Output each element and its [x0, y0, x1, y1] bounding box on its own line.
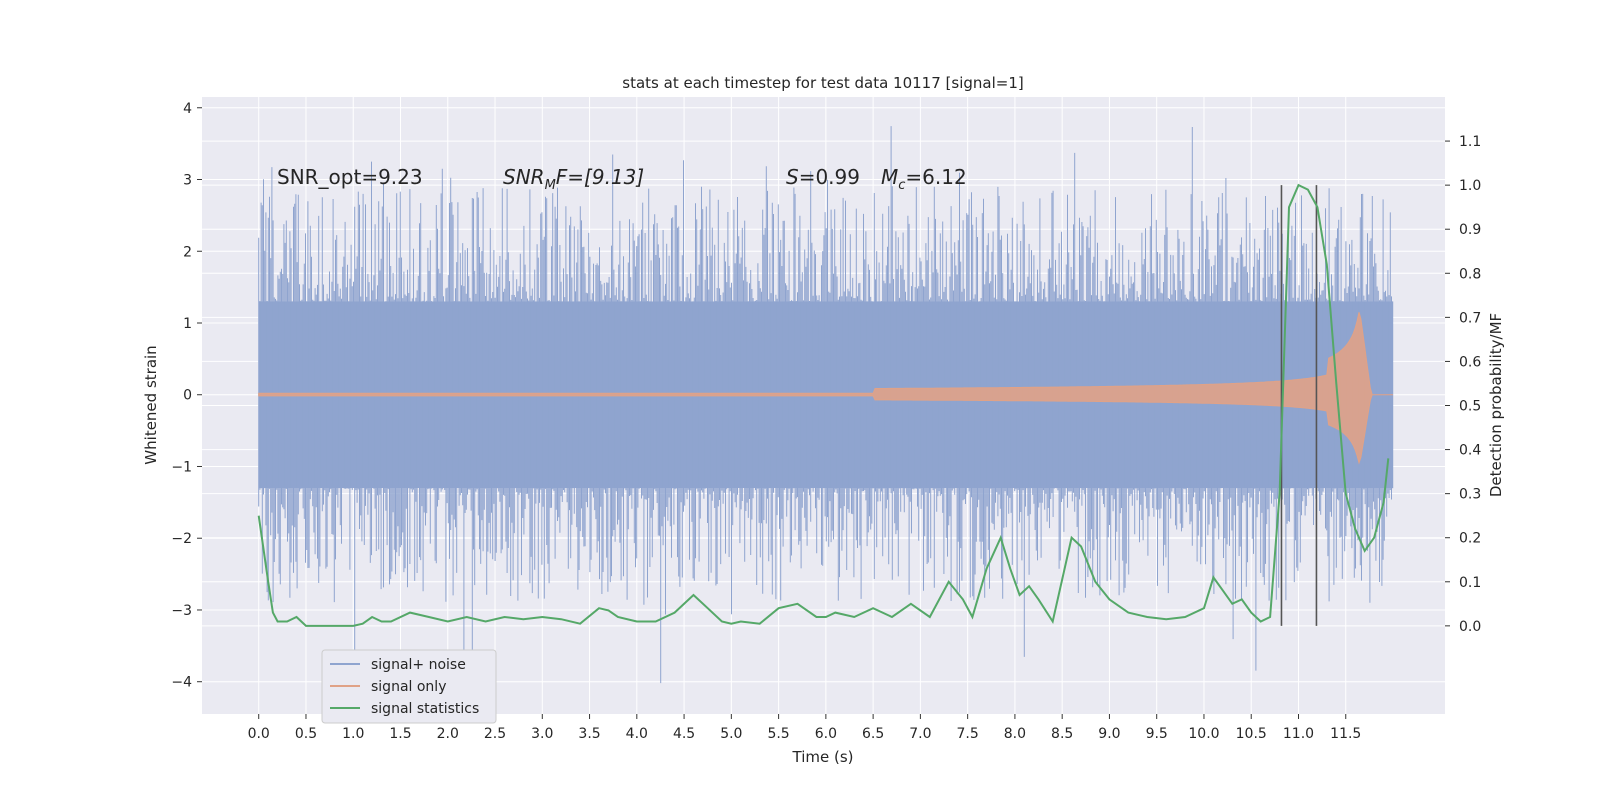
mc-sub: c	[898, 178, 905, 193]
x-tick-label: 9.5	[1146, 726, 1168, 742]
y-tick-label-right: 0.2	[1459, 531, 1481, 547]
y-tick-label-left: −3	[171, 603, 192, 619]
snr-mf-sub: M	[545, 178, 556, 193]
mc-prefix: M	[881, 165, 898, 189]
x-tick-label: 7.5	[957, 726, 979, 742]
y-tick-label-right: 0.0	[1459, 619, 1481, 635]
x-tick-label: 8.0	[1004, 726, 1026, 742]
y-tick-label-right: 0.8	[1459, 266, 1481, 282]
legend-label-statistics: signal statistics	[371, 701, 479, 717]
annotation-snr-opt: SNR_opt=9.23	[277, 165, 423, 189]
y-tick-label-left: 0	[183, 388, 192, 404]
x-tick-label: 0.0	[248, 726, 270, 742]
signal-only-layer	[258, 312, 1393, 465]
annotation-mc-value: Mc=6.12	[881, 165, 967, 193]
x-tick-label: 3.0	[531, 726, 553, 742]
x-tick-label: 11.0	[1283, 726, 1314, 742]
y-tick-label-right: 0.6	[1459, 354, 1481, 370]
snr-mf-prefix: SNR	[503, 165, 545, 189]
legend-box	[321, 649, 497, 724]
annotation-s-value: S=0.99	[786, 165, 860, 189]
y-tick-label-left: 1	[183, 316, 192, 332]
x-tick-label: 1.0	[342, 726, 364, 742]
mc-suffix: =6.12	[905, 165, 966, 189]
x-tick-label: 5.5	[767, 726, 789, 742]
y-tick-label-right: 0.5	[1459, 399, 1481, 415]
x-tick-label: 4.0	[626, 726, 648, 742]
y-tick-label-right: 1.0	[1459, 178, 1481, 194]
x-tick-label: 8.5	[1051, 726, 1073, 742]
y-tick-label-left: −2	[171, 531, 192, 547]
y-axis-label-right: Detection probability/MF	[1487, 313, 1505, 497]
s-prefix: S	[786, 165, 799, 189]
signal-statistics-layer	[257, 183, 1390, 627]
annotation-snr-mf: SNRMF=[9.13]	[503, 165, 644, 193]
x-tick-label: 10.0	[1188, 726, 1219, 742]
y-tick-label-right: 0.1	[1459, 575, 1481, 591]
y-tick-label-left: −4	[171, 675, 192, 691]
s-suffix: =0.99	[799, 165, 860, 189]
chart-title: stats at each timestep for test data 101…	[622, 74, 1023, 92]
y-tick-label-left: 2	[183, 244, 192, 260]
x-tick-label: 6.5	[862, 726, 884, 742]
x-tick-label: 11.5	[1330, 726, 1361, 742]
y-tick-label-right: 0.3	[1459, 487, 1481, 503]
x-tick-label: 7.0	[909, 726, 931, 742]
legend-label-signal: signal only	[371, 679, 446, 695]
y-tick-label-right: 0.7	[1459, 310, 1481, 326]
snr-mf-suffix: F=[9.13]	[556, 165, 644, 189]
vline-layer	[1280, 185, 1318, 626]
x-tick-label: 3.5	[578, 726, 600, 742]
x-axis-label: Time (s)	[792, 748, 854, 766]
annotation-layer: SNR_opt=9.23 SNRMF=[9.13] S=0.99 Mc=6.12	[277, 165, 967, 193]
x-tick-label: 9.0	[1098, 726, 1120, 742]
y-tick-label-right: 0.4	[1459, 443, 1481, 459]
x-tick-label: 2.0	[437, 726, 459, 742]
y-tick-label-right: 0.9	[1459, 222, 1481, 238]
y-tick-label-left: 4	[183, 101, 192, 117]
x-tick-label: 0.5	[295, 726, 317, 742]
x-tick-label: 6.0	[815, 726, 837, 742]
signal-only-envelope	[258, 312, 1393, 465]
y-axis-label-left: Whitened strain	[142, 345, 160, 464]
x-tick-label: 10.5	[1236, 726, 1267, 742]
y-tick-label-left: −1	[171, 459, 192, 475]
y-tick-label-right: 1.1	[1459, 134, 1481, 150]
legend-label-noise: signal+ noise	[371, 657, 466, 673]
y-tick-label-left: 3	[183, 173, 192, 189]
x-tick-label: 5.0	[720, 726, 742, 742]
signal-statistics-line	[257, 183, 1390, 627]
x-tick-label: 1.5	[389, 726, 411, 742]
legend: signal+ noise signal only signal statist…	[321, 649, 497, 724]
x-tick-label: 4.5	[673, 726, 695, 742]
x-tick-label: 2.5	[484, 726, 506, 742]
tick-layer: 0.0 0.5 1.0 1.5 2.0 2.5 3.0 3.5 4.0 4.5 5.0 5.5 6.0 6…	[171, 101, 1481, 742]
